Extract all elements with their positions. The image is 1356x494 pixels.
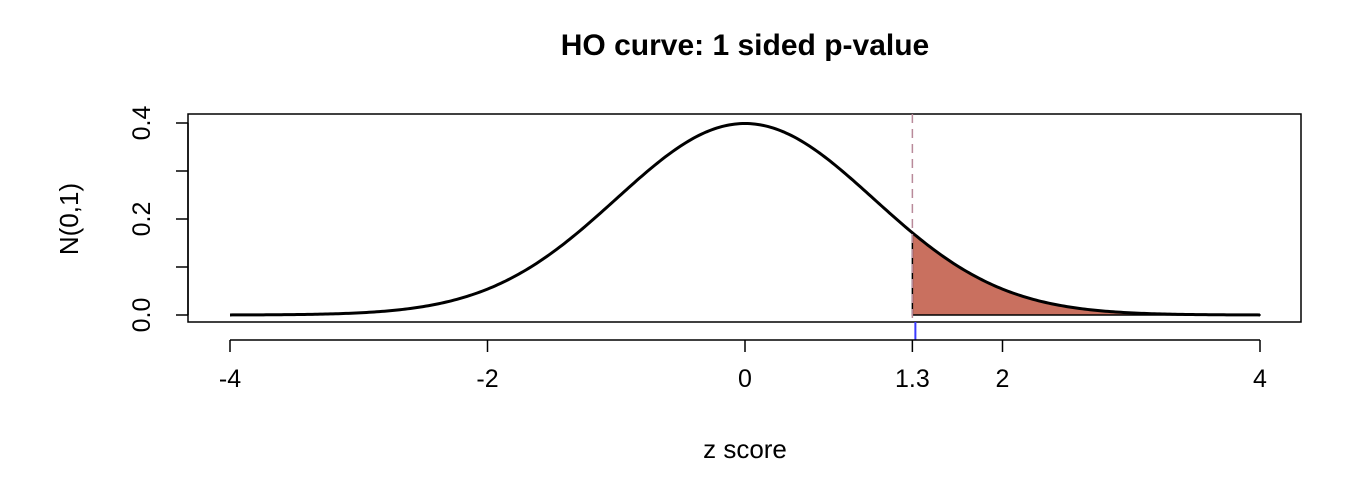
chart-title: HO curve: 1 sided p-value xyxy=(561,29,929,62)
y-tick-label: 0.2 xyxy=(128,202,156,237)
density-curve xyxy=(229,122,1261,317)
x-tick-label: 0 xyxy=(738,365,752,393)
shaded-p-value-region xyxy=(911,231,1261,316)
y-axis-label: N(0,1) xyxy=(54,183,84,255)
x-tick-label: 2 xyxy=(996,365,1010,393)
y-axis: 0.0 0.2 0.4 xyxy=(128,106,189,333)
x-axis: -4 -2 0 1.3 2 4 xyxy=(219,339,1267,393)
plot-frame xyxy=(187,113,1302,323)
x-tick-label: 1.3 xyxy=(895,365,930,393)
y-tick-label: 0.4 xyxy=(128,106,156,141)
x-tick-label: 4 xyxy=(1253,365,1267,393)
x-tick-label: -2 xyxy=(476,365,498,393)
y-tick-label: 0.0 xyxy=(128,298,156,333)
x-axis-label: z score xyxy=(703,434,787,464)
x-tick-label: -4 xyxy=(219,365,241,393)
